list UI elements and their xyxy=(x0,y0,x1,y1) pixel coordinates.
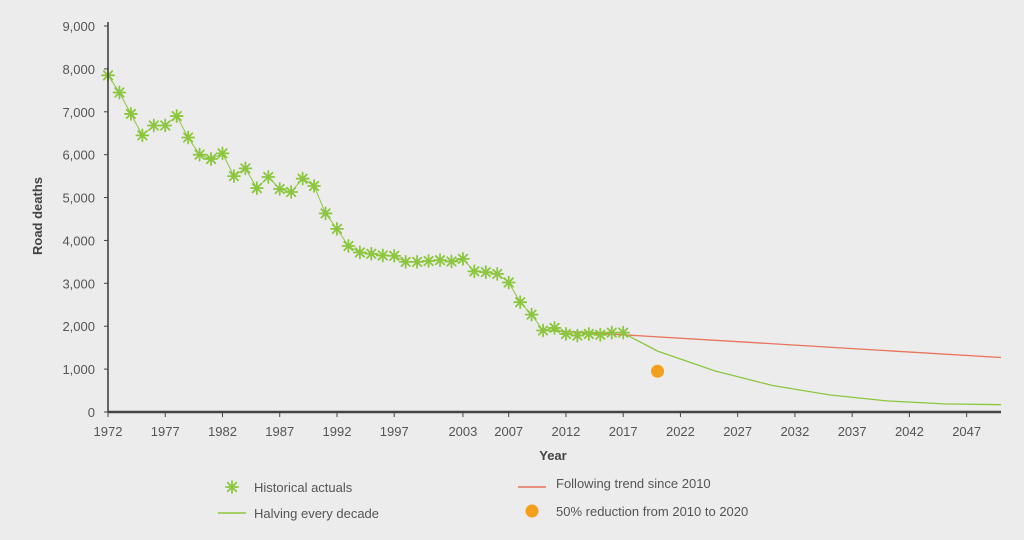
historical-actual-point xyxy=(490,266,505,281)
historical-actual-point xyxy=(158,118,173,133)
y-tick-label: 5,000 xyxy=(62,191,95,206)
x-tick-label: 1992 xyxy=(323,424,352,439)
historical-actual-point xyxy=(284,185,299,199)
historical-actuals-line xyxy=(107,75,624,337)
historical-actual-point xyxy=(513,295,528,310)
legend-historical-actuals-marker xyxy=(225,480,239,494)
halving-every-decade-line xyxy=(543,329,1002,406)
legend-trend-label: Following trend since 2010 xyxy=(556,476,711,491)
historical-actual-point xyxy=(559,327,573,341)
historical-actual-point xyxy=(387,248,402,263)
historical-actual-point xyxy=(192,147,207,162)
y-tick-label: 8,000 xyxy=(62,62,95,77)
x-tick-label: 2003 xyxy=(448,424,477,439)
historical-actual-point xyxy=(364,246,379,261)
historical-actual-point xyxy=(604,325,619,340)
plot-area xyxy=(101,68,1002,406)
y-tick-label: 1,000 xyxy=(62,362,95,377)
historical-actual-point xyxy=(272,182,287,196)
historical-actual-point xyxy=(341,239,356,253)
y-tick-label: 4,000 xyxy=(62,233,95,248)
x-tick-label: 2042 xyxy=(895,424,924,439)
historical-actual-point xyxy=(123,107,138,121)
historical-actual-point xyxy=(249,181,264,196)
historical-actual-point xyxy=(410,254,425,269)
historical-actual-point xyxy=(478,265,493,280)
historical-actual-point xyxy=(456,251,470,266)
historical-actual-point xyxy=(181,130,196,145)
historical-actual-point xyxy=(330,221,344,236)
legend-historical-actuals-label: Historical actuals xyxy=(254,480,353,495)
x-tick-label: 1982 xyxy=(208,424,237,439)
legend-target-label: 50% reduction from 2010 to 2020 xyxy=(556,504,748,519)
x-tick-label: 2022 xyxy=(666,424,695,439)
x-tick-label: 2032 xyxy=(780,424,809,439)
historical-actual-point xyxy=(295,171,310,186)
historical-actual-point xyxy=(398,254,413,269)
legend: Historical actuals Halving every decade Fo… xyxy=(218,476,748,521)
y-tick-label: 6,000 xyxy=(62,148,95,163)
historical-actual-point xyxy=(593,327,608,342)
x-tick-label: 2017 xyxy=(609,424,638,439)
historical-actual-point xyxy=(307,179,321,193)
historical-actual-point xyxy=(146,118,161,133)
historical-actual-point xyxy=(421,254,436,268)
x-tick-label: 2012 xyxy=(551,424,580,439)
y-tick-label: 3,000 xyxy=(62,276,95,291)
legend-target-marker xyxy=(525,504,539,518)
x-axis-title: Year xyxy=(539,448,566,463)
y-tick-label: 7,000 xyxy=(62,105,95,120)
historical-actual-point xyxy=(352,245,367,260)
x-tick-label: 2027 xyxy=(723,424,752,439)
historical-actual-point xyxy=(581,327,596,341)
y-tick-label: 2,000 xyxy=(62,319,95,334)
historical-actual-point xyxy=(616,325,631,340)
historical-actual-point xyxy=(318,206,333,221)
y-axis-title: Road deaths xyxy=(30,177,45,255)
historical-actual-point xyxy=(524,307,539,322)
x-tick-label: 2047 xyxy=(952,424,981,439)
historical-actual-point xyxy=(536,323,550,338)
historical-actual-point xyxy=(375,248,390,263)
x-tick-label: 1997 xyxy=(380,424,409,439)
y-tick-label: 9,000 xyxy=(62,19,95,34)
x-tick-label: 1977 xyxy=(151,424,180,439)
historical-actual-point xyxy=(169,109,184,123)
historical-actual-point xyxy=(467,264,482,279)
historical-actual-point xyxy=(570,328,585,343)
historical-actual-point xyxy=(135,128,150,143)
historical-actual-point xyxy=(501,275,516,290)
x-tick-label: 2037 xyxy=(838,424,867,439)
x-tick-label: 1987 xyxy=(265,424,294,439)
historical-actual-point xyxy=(433,253,447,268)
x-tick-label: 2007 xyxy=(494,424,523,439)
axes: 0 1,000 2,000 3,000 4,000 5,000 6,000 7,000 8,00… xyxy=(62,19,1001,439)
legend-halving-label: Halving every decade xyxy=(254,506,379,521)
historical-actual-point xyxy=(215,146,230,161)
historical-actual-point xyxy=(547,321,562,335)
historical-actual-point xyxy=(112,85,127,100)
historical-actual-point xyxy=(261,170,276,184)
historical-actual-point xyxy=(204,152,218,166)
x-tick-label: 1972 xyxy=(94,424,123,439)
y-tick-label: 0 xyxy=(88,405,95,420)
reduction-target-point xyxy=(651,364,665,378)
historical-actual-point xyxy=(227,169,241,184)
historical-actual-point xyxy=(238,161,253,176)
historical-actual-point xyxy=(444,254,459,269)
